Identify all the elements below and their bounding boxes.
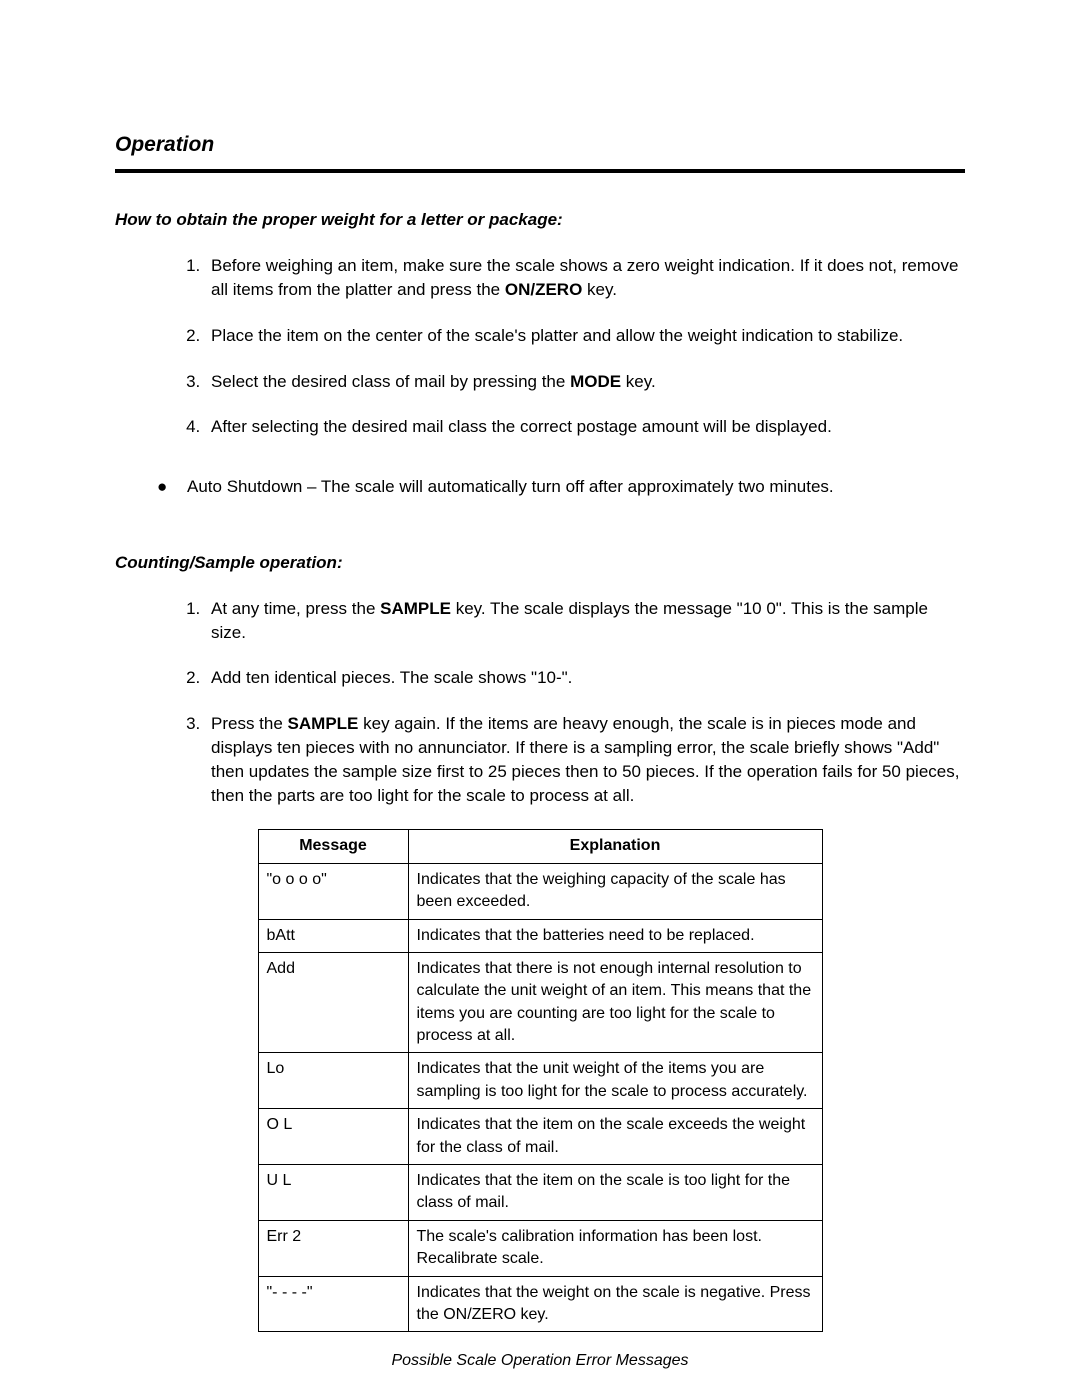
- step-item: After selecting the desired mail class t…: [205, 415, 965, 439]
- key-name: SAMPLE: [288, 714, 359, 733]
- key-name: SAMPLE: [380, 599, 451, 618]
- key-name: MODE: [570, 372, 621, 391]
- table-row: U LIndicates that the item on the scale …: [258, 1165, 822, 1221]
- explanation-cell: Indicates that the item on the scale exc…: [408, 1109, 822, 1165]
- explanation-cell: Indicates that the weight on the scale i…: [408, 1276, 822, 1332]
- table-row: "o o o o"Indicates that the weighing cap…: [258, 863, 822, 919]
- table-row: bAttIndicates that the batteries need to…: [258, 919, 822, 952]
- explanation-cell: Indicates that the batteries need to be …: [408, 919, 822, 952]
- message-cell: Err 2: [258, 1220, 408, 1276]
- message-cell: Add: [258, 952, 408, 1053]
- table-header-explanation: Explanation: [408, 830, 822, 863]
- message-cell: Lo: [258, 1053, 408, 1109]
- message-cell: "o o o o": [258, 863, 408, 919]
- table-row: AddIndicates that there is not enough in…: [258, 952, 822, 1053]
- explanation-cell: Indicates that there is not enough inter…: [408, 952, 822, 1053]
- section2-steps: At any time, press the SAMPLE key. The s…: [115, 597, 965, 808]
- error-messages-table: Message Explanation "o o o o"Indicates t…: [258, 829, 823, 1332]
- step-item: Before weighing an item, make sure the s…: [205, 254, 965, 302]
- step-item: Add ten identical pieces. The scale show…: [205, 666, 965, 690]
- page-title: Operation: [115, 130, 965, 159]
- section1-steps: Before weighing an item, make sure the s…: [115, 254, 965, 439]
- section1-bullets: Auto Shutdown – The scale will automatic…: [115, 475, 965, 499]
- explanation-cell: The scale's calibration information has …: [408, 1220, 822, 1276]
- table-header-message: Message: [258, 830, 408, 863]
- auto-shutdown-bullet: Auto Shutdown – The scale will automatic…: [157, 475, 965, 499]
- step-item: At any time, press the SAMPLE key. The s…: [205, 597, 965, 645]
- message-cell: bAtt: [258, 919, 408, 952]
- section2-heading: Counting/Sample operation:: [115, 551, 965, 575]
- step-item: Select the desired class of mail by pres…: [205, 370, 965, 394]
- key-name: ON/ZERO: [505, 280, 582, 299]
- explanation-cell: Indicates that the weighing capacity of …: [408, 863, 822, 919]
- table-row: "- - - -"Indicates that the weight on th…: [258, 1276, 822, 1332]
- explanation-cell: Indicates that the item on the scale is …: [408, 1165, 822, 1221]
- message-cell: "- - - -": [258, 1276, 408, 1332]
- message-cell: U L: [258, 1165, 408, 1221]
- message-cell: O L: [258, 1109, 408, 1165]
- step-item: Place the item on the center of the scal…: [205, 324, 965, 348]
- section1-heading: How to obtain the proper weight for a le…: [115, 208, 965, 232]
- table-caption: Possible Scale Operation Error Messages: [115, 1350, 965, 1372]
- explanation-cell: Indicates that the unit weight of the it…: [408, 1053, 822, 1109]
- table-row: O LIndicates that the item on the scale …: [258, 1109, 822, 1165]
- step-item: Press the SAMPLE key again. If the items…: [205, 712, 965, 807]
- table-row: LoIndicates that the unit weight of the …: [258, 1053, 822, 1109]
- title-rule: [115, 169, 965, 173]
- table-row: Err 2The scale's calibration information…: [258, 1220, 822, 1276]
